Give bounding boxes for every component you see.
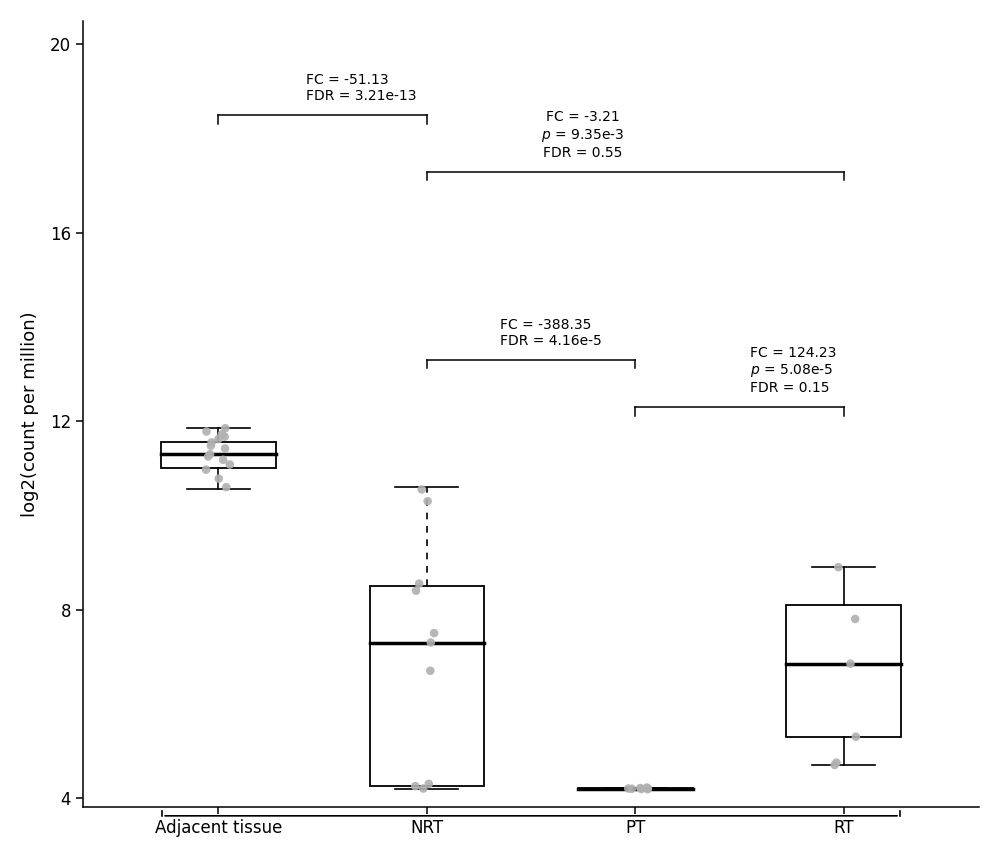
Y-axis label: log2(count per million): log2(count per million) (21, 311, 39, 517)
Point (217, 430, 233, 444)
Point (639, 781, 655, 795)
Point (217, 442, 233, 456)
Bar (786, 605, 901, 737)
Point (633, 782, 649, 796)
Point (407, 779, 423, 793)
Point (848, 730, 864, 744)
Point (620, 782, 636, 795)
Point (200, 450, 216, 463)
Point (415, 782, 431, 795)
Point (423, 636, 439, 650)
Point (408, 583, 424, 597)
Point (421, 777, 437, 791)
Point (214, 427, 230, 441)
Point (422, 664, 438, 678)
Bar (370, 586, 484, 786)
Point (640, 782, 656, 795)
Point (203, 438, 219, 452)
Point (414, 482, 430, 496)
Point (202, 447, 218, 461)
Point (828, 756, 844, 770)
Bar (161, 443, 276, 468)
Point (204, 436, 220, 450)
Point (420, 494, 436, 508)
Point (211, 472, 227, 486)
Point (847, 612, 863, 625)
Point (624, 782, 640, 795)
Point (411, 577, 427, 590)
Text: FC = -51.13
FDR = 3.21e-13: FC = -51.13 FDR = 3.21e-13 (306, 73, 416, 103)
Point (198, 462, 214, 476)
Point (827, 758, 843, 772)
Point (222, 457, 238, 471)
Text: FC = -388.35
FDR = 4.16e-5: FC = -388.35 FDR = 4.16e-5 (500, 318, 602, 348)
Bar (578, 788, 693, 789)
Point (842, 657, 858, 671)
Point (198, 425, 214, 438)
Text: FC = 124.23
$p$ = 5.08e-5
FDR = 0.15: FC = 124.23 $p$ = 5.08e-5 FDR = 0.15 (750, 346, 836, 396)
Point (217, 421, 233, 435)
Point (640, 782, 656, 796)
Point (830, 560, 846, 574)
Point (215, 453, 231, 467)
Point (426, 626, 442, 640)
Point (210, 432, 226, 446)
Text: FC = -3.21
$p$ = 9.35e-3
FDR = 0.55: FC = -3.21 $p$ = 9.35e-3 FDR = 0.55 (541, 110, 625, 160)
Point (218, 480, 234, 494)
Point (632, 781, 648, 795)
